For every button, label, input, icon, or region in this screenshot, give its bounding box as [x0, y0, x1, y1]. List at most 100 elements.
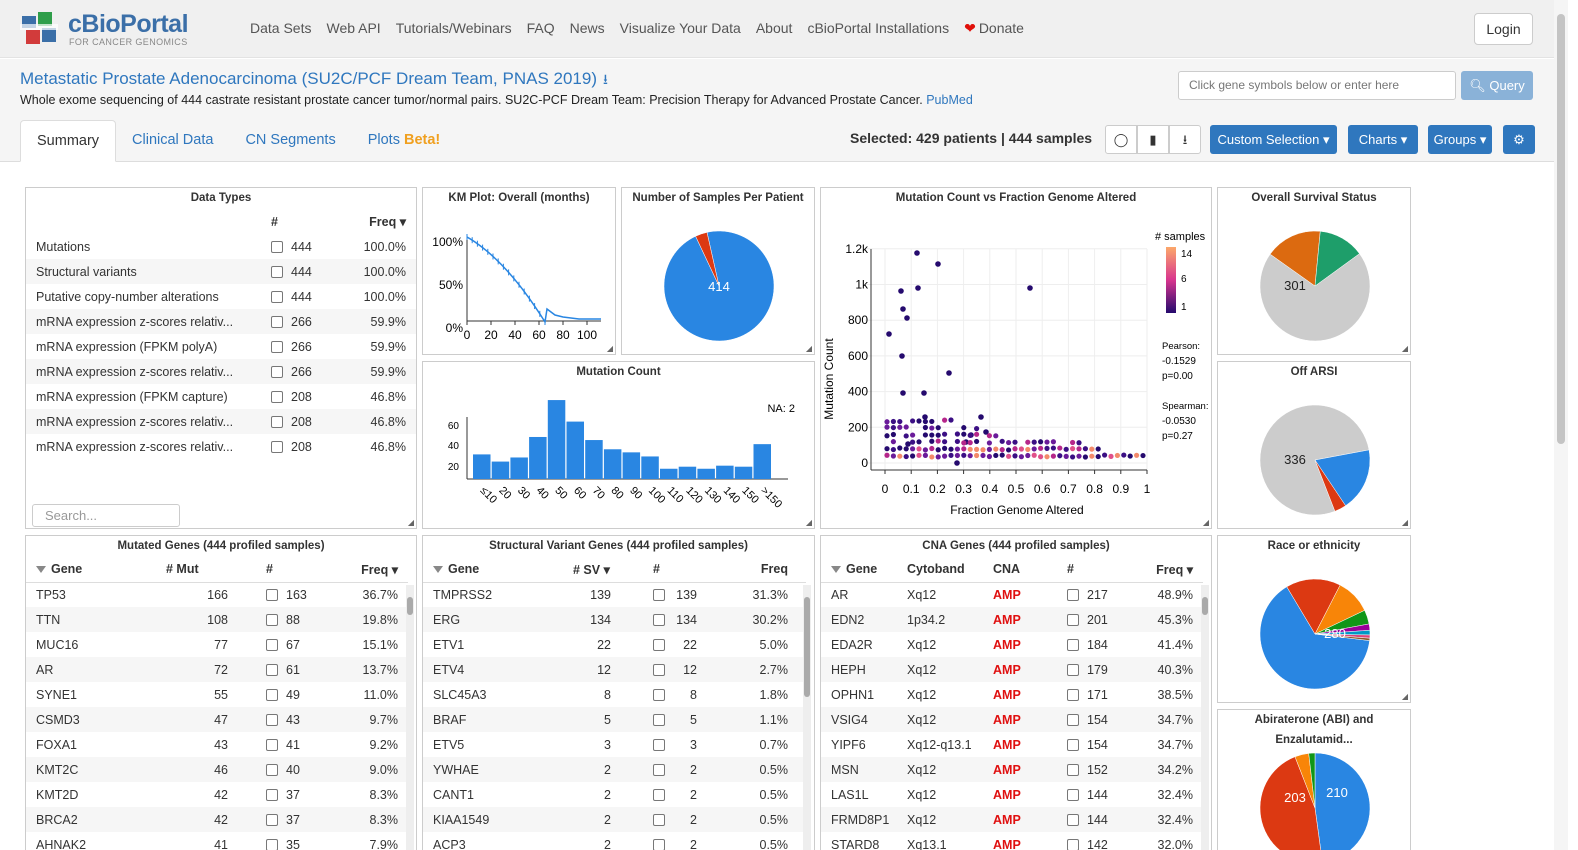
scatter-point[interactable]	[1006, 439, 1012, 446]
scatter-point[interactable]	[903, 446, 909, 452]
scatter-point[interactable]	[929, 432, 935, 438]
scatter-point[interactable]	[935, 425, 941, 431]
data-type-checkbox[interactable]	[271, 415, 283, 428]
gene-name[interactable]: MUC16	[36, 637, 79, 652]
scatter-point[interactable]	[929, 418, 935, 425]
sv-genes-scrollbar[interactable]	[803, 585, 811, 850]
scatter-point[interactable]	[897, 445, 903, 451]
gene-name[interactable]: MSN	[831, 762, 859, 777]
gene-checkbox[interactable]	[653, 738, 665, 751]
gene-name[interactable]: CANT1	[433, 787, 474, 802]
histogram-bar[interactable]	[641, 456, 659, 479]
pie-slice[interactable]	[695, 232, 720, 287]
pie-slice[interactable]	[1259, 253, 1371, 342]
gene-name[interactable]: CSMD3	[36, 712, 80, 727]
histogram-bar[interactable]	[510, 457, 528, 479]
scatter-point[interactable]	[900, 390, 906, 396]
gene-checkbox[interactable]	[1067, 763, 1079, 776]
gene-name[interactable]: ETV5	[433, 737, 465, 752]
gene-name[interactable]: ERG	[433, 612, 461, 627]
charts-button[interactable]: Charts ▾	[1348, 125, 1418, 154]
gene-row[interactable]: EDN2 1p34.2 AMP 201 45.3%	[821, 607, 1203, 632]
gene-name[interactable]: OPHN1	[831, 687, 875, 702]
gene-row[interactable]: TP53 166 163 36.7%	[26, 582, 408, 607]
data-type-checkbox[interactable]	[271, 265, 283, 278]
data-type-checkbox[interactable]	[271, 390, 283, 403]
gene-row[interactable]: LAS1L Xq12 AMP 144 32.4%	[821, 782, 1203, 807]
gene-checkbox[interactable]	[1067, 663, 1079, 676]
gene-name[interactable]: AR	[36, 662, 54, 677]
gene-row[interactable]: SYNE1 55 49 11.0%	[26, 682, 408, 707]
scatter-point[interactable]	[1070, 446, 1076, 452]
gene-checkbox[interactable]	[653, 613, 665, 626]
groups-button[interactable]: Groups ▾	[1428, 125, 1492, 154]
gene-row[interactable]: BRCA2 42 37 8.3%	[26, 807, 408, 832]
download-icon[interactable]: ⭳	[602, 71, 608, 87]
data-type-row[interactable]: mRNA expression z-scores relativ... 266 59…	[26, 309, 416, 334]
gene-checkbox[interactable]	[1067, 788, 1079, 801]
scatter-point[interactable]	[1044, 454, 1050, 460]
scatter-point[interactable]	[922, 452, 928, 458]
gene-checkbox[interactable]	[266, 738, 278, 751]
gene-row[interactable]: AR 72 61 13.7%	[26, 657, 408, 682]
overall-survival-pie[interactable]: 301	[1218, 209, 1411, 355]
histogram-bar[interactable]	[660, 468, 678, 479]
page-scrollbar[interactable]	[1554, 0, 1568, 850]
histogram-bar[interactable]	[603, 449, 622, 479]
scatter-point[interactable]	[954, 452, 960, 459]
scatter-point[interactable]	[967, 446, 973, 452]
gene-row[interactable]: HEPH Xq12 AMP 179 40.3%	[821, 657, 1203, 682]
scatter-point[interactable]	[993, 446, 999, 452]
scatter-point[interactable]	[1076, 446, 1082, 452]
histogram-bar[interactable]	[529, 436, 547, 479]
scatter-point[interactable]	[915, 285, 921, 291]
data-type-row[interactable]: mRNA expression (FPKM polyA) 266 59.9%	[26, 334, 416, 359]
gene-name[interactable]: EDA2R	[831, 637, 873, 652]
gene-checkbox[interactable]	[653, 688, 665, 701]
data-type-row[interactable]: mRNA expression z-scores relativ... 266 59…	[26, 359, 416, 384]
cbioportal-logo[interactable]: cBioPortal FOR CANCER GENOMICS	[20, 10, 200, 50]
study-title-text[interactable]: Metastatic Prostate Adenocarcinoma (SU2C…	[20, 69, 597, 88]
gene-checkbox[interactable]	[653, 638, 665, 651]
mutated-genes-scrollbar[interactable]	[406, 585, 414, 850]
scatter-point[interactable]	[935, 432, 941, 438]
scatter-point[interactable]	[961, 446, 967, 452]
scatter-point[interactable]	[1070, 454, 1076, 460]
col-cna[interactable]: CNA	[993, 562, 1021, 577]
scatter-point[interactable]	[1012, 439, 1018, 445]
gene-checkbox[interactable]	[1067, 838, 1079, 850]
gene-checkbox[interactable]	[1067, 588, 1079, 601]
scatter-point[interactable]	[903, 433, 909, 439]
gene-checkbox[interactable]	[266, 613, 278, 626]
scatter-point[interactable]	[884, 452, 890, 458]
col-freq[interactable]: Freq	[760, 562, 788, 577]
pubmed-link[interactable]: PubMed	[926, 93, 973, 107]
gene-name[interactable]: TMPRSS2	[433, 587, 493, 602]
scatter-point[interactable]	[1121, 452, 1127, 458]
study-title[interactable]: Metastatic Prostate Adenocarcinoma (SU2C…	[20, 69, 608, 93]
scatter-point[interactable]	[1108, 453, 1114, 459]
nav-data-sets[interactable]: Data Sets	[250, 20, 312, 36]
scatter-point[interactable]	[1027, 285, 1033, 291]
scatter-point[interactable]	[1095, 446, 1101, 452]
scatter-point[interactable]	[974, 426, 980, 432]
gene-checkbox[interactable]	[266, 763, 278, 776]
scatter-point[interactable]	[942, 431, 948, 437]
nav-donate[interactable]: ❤ Donate	[964, 20, 1039, 37]
scatter-point[interactable]	[935, 438, 941, 444]
data-type-checkbox[interactable]	[271, 240, 283, 253]
scatter-point[interactable]	[961, 425, 967, 431]
scatter-point[interactable]	[929, 425, 935, 431]
data-type-checkbox[interactable]	[271, 290, 283, 303]
gene-query-input[interactable]: Click gene symbols below or enter here	[1178, 71, 1456, 100]
gene-name[interactable]: BRAF	[433, 712, 467, 727]
scatter-point[interactable]	[1038, 445, 1044, 451]
pie-slice[interactable]	[1259, 586, 1370, 690]
pie-slice[interactable]	[1314, 230, 1360, 287]
scatter-point[interactable]	[886, 331, 892, 337]
col-count[interactable]: #	[266, 562, 273, 577]
scatter-point[interactable]	[967, 440, 973, 446]
scatter-point[interactable]	[1018, 446, 1024, 452]
col-count[interactable]: #	[653, 562, 660, 577]
scatter-point[interactable]	[922, 447, 928, 453]
